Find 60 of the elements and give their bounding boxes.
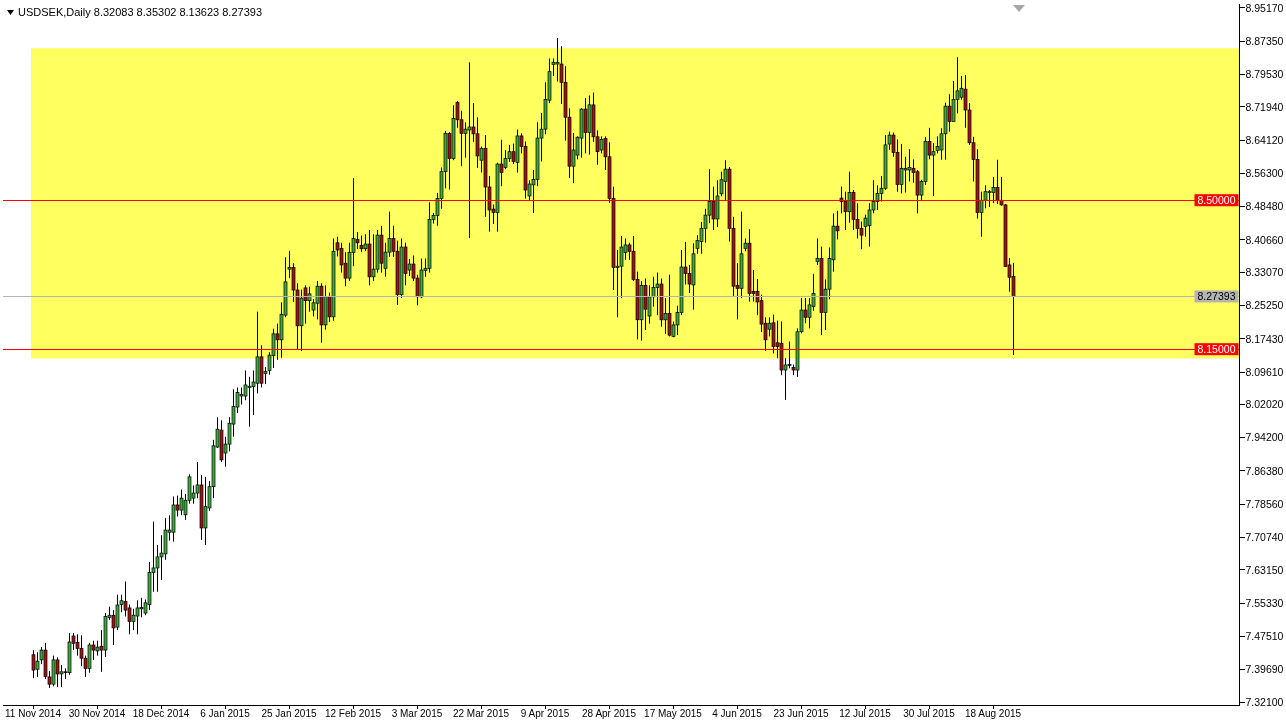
- y-tick-label: 7.63150: [1245, 563, 1284, 576]
- y-tick-label: 8.09610: [1245, 365, 1284, 378]
- y-tick-label: 7.86380: [1245, 464, 1284, 477]
- candlestick: [135, 599, 140, 635]
- candlestick: [899, 143, 904, 194]
- x-tick-label: 18 Aug 2015: [964, 708, 1022, 720]
- candlestick: [35, 651, 40, 678]
- y-tick-label: 8.40660: [1245, 233, 1284, 246]
- x-tick-label: 6 Jan 2015: [200, 708, 251, 720]
- x-tick-label: 23 Jun 2015: [773, 708, 829, 720]
- y-tick-label: 8.25250: [1245, 299, 1284, 312]
- y-tick-label: 8.64120: [1245, 133, 1284, 146]
- candlestick: [903, 156, 908, 194]
- x-tick-label: 4 Jun 2015: [712, 708, 763, 720]
- candlestick: [843, 191, 848, 231]
- candlestick: [995, 159, 1000, 205]
- candlestick: [991, 176, 996, 204]
- y-tick-label: 7.78560: [1245, 498, 1284, 510]
- candlestick: [31, 649, 36, 679]
- x-tick-label: 22 Mar 2015: [452, 708, 510, 720]
- ref-line-label: 8.15000: [1197, 342, 1236, 355]
- x-tick-label: 30 Nov 2014: [68, 708, 126, 720]
- y-tick-label: 8.71940: [1245, 100, 1284, 113]
- y-tick-label: 8.17430: [1245, 332, 1284, 345]
- x-tick-label: 17 May 2015: [644, 708, 703, 720]
- ref-line-label: 8.50000: [1197, 193, 1236, 206]
- y-tick-label: 8.87350: [1245, 34, 1284, 47]
- x-tick-label: 30 Jul 2015: [903, 708, 956, 720]
- x-tick-label: 9 Apr 2015: [520, 708, 570, 720]
- x-tick-label: 28 Apr 2015: [582, 708, 637, 720]
- candlestick: [307, 286, 312, 313]
- candlestick: [655, 272, 660, 316]
- y-tick-label: 7.32100: [1245, 695, 1284, 708]
- x-tick-label: 18 Dec 2014: [132, 708, 190, 720]
- y-tick-label: 8.56300: [1245, 167, 1284, 180]
- y-tick-label: 7.55330: [1245, 596, 1284, 609]
- candlestick: [1011, 262, 1016, 356]
- y-tick-label: 7.94200: [1245, 431, 1284, 444]
- x-tick-label: 12 Jul 2015: [839, 708, 892, 720]
- candlestick: [371, 233, 376, 282]
- candlestick: [947, 93, 952, 133]
- y-tick-label: 7.70740: [1245, 531, 1284, 544]
- x-tick-label: 3 Mar 2015: [391, 708, 443, 720]
- candlestick: [643, 278, 648, 331]
- x-tick-label: 11 Nov 2014: [5, 708, 62, 720]
- x-tick-label: 25 Jan 2015: [261, 708, 317, 720]
- y-tick-label: 8.02020: [1245, 398, 1284, 411]
- y-tick-label: 8.33070: [1245, 266, 1284, 278]
- candlestick: [771, 314, 776, 354]
- y-tick-label: 8.95170: [1245, 1, 1284, 14]
- candlestick: [87, 642, 92, 674]
- candlestick: [467, 61, 472, 239]
- x-tick-label: 12 Feb 2015: [324, 708, 382, 720]
- ref-line-label: 8.27393: [1197, 290, 1236, 303]
- y-tick-label: 7.47510: [1245, 630, 1284, 643]
- candlestick: [179, 489, 184, 516]
- chart-title: USDSEK,Daily 8.32083 8.35302 8.13623 8.27393: [18, 6, 263, 19]
- y-tick-label: 8.48480: [1245, 200, 1284, 213]
- y-tick-label: 7.39690: [1245, 663, 1284, 676]
- y-tick-label: 8.79530: [1245, 68, 1284, 81]
